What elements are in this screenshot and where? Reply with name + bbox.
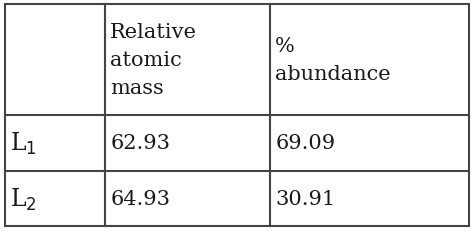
- Text: 62.93: 62.93: [110, 134, 170, 153]
- Text: 30.91: 30.91: [275, 189, 336, 208]
- Text: L$_1$: L$_1$: [10, 130, 37, 156]
- Text: %
abundance: % abundance: [275, 37, 391, 83]
- Text: Relative
atomic
mass: Relative atomic mass: [110, 23, 197, 97]
- Text: 69.09: 69.09: [275, 134, 335, 153]
- Text: 64.93: 64.93: [110, 189, 170, 208]
- Text: L$_2$: L$_2$: [10, 186, 37, 212]
